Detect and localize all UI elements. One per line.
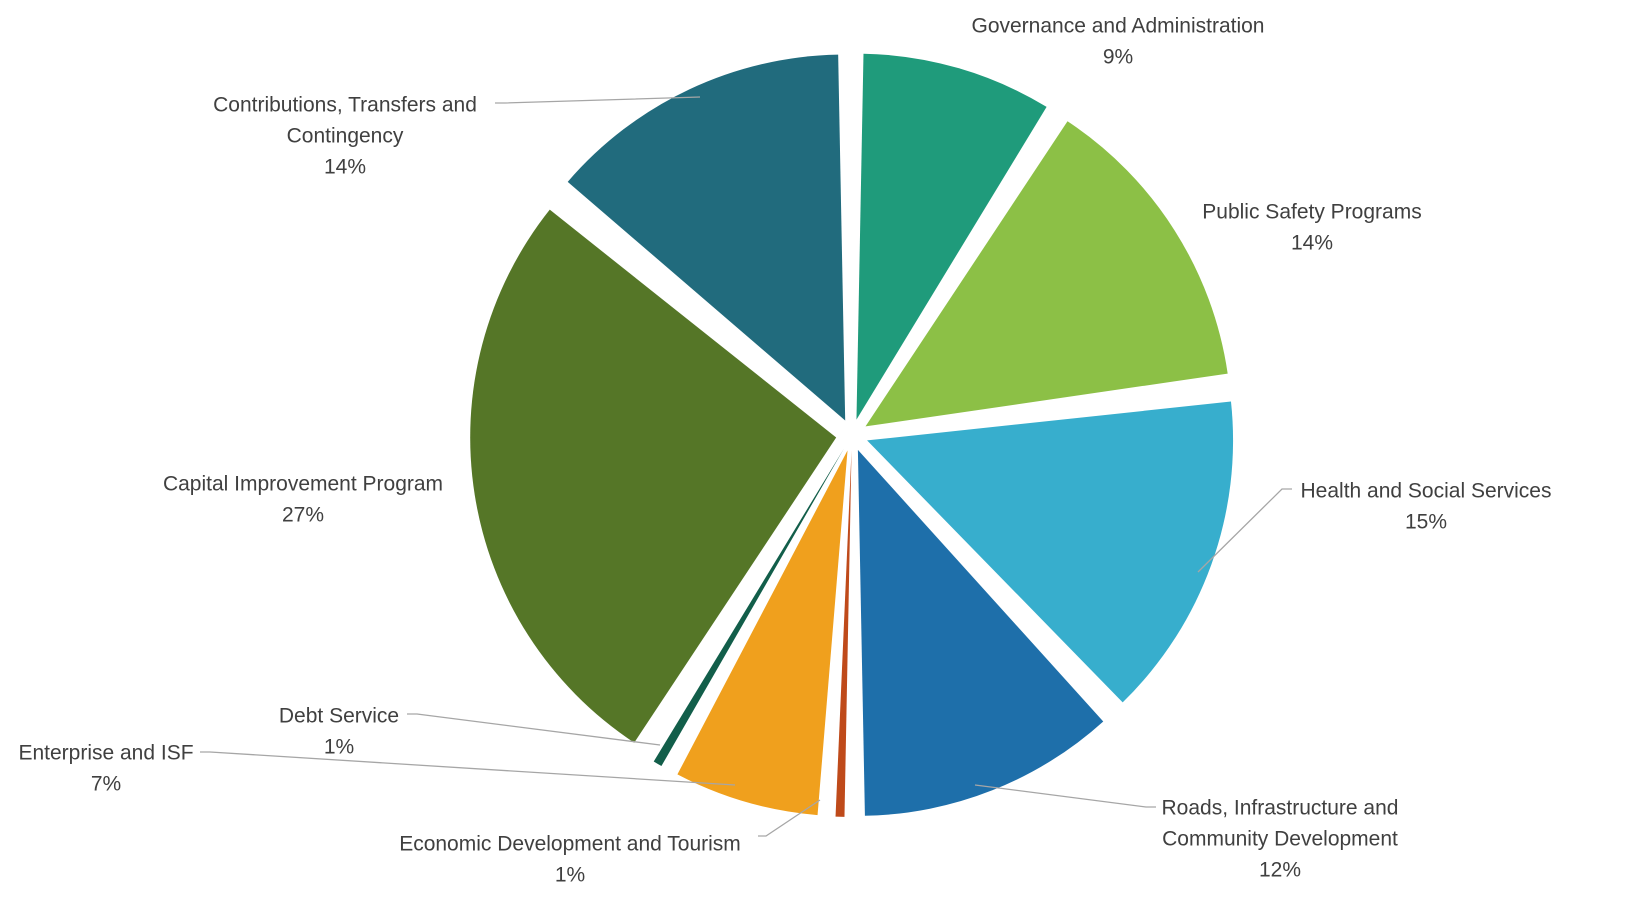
slice-name-label: Enterprise and ISF: [18, 741, 193, 764]
pie-slice-6: [677, 450, 848, 816]
leader-line-5: [758, 799, 821, 837]
leader-line-3: [1197, 488, 1292, 573]
slice-percent-label: 1%: [324, 735, 354, 758]
slice-percent-label: 7%: [91, 772, 121, 795]
leader-line-7: [407, 713, 661, 746]
pie-slice-4: [857, 449, 1104, 816]
slice-percent-label: 9%: [1103, 45, 1133, 68]
slice-name-label: Contingency: [287, 124, 404, 147]
leader-lines: [200, 96, 1292, 837]
slice-name-label: Community Development: [1162, 827, 1398, 850]
slice-name-label: Health and Social Services: [1301, 479, 1552, 502]
leader-line-9: [495, 96, 701, 104]
slice-percent-label: 1%: [555, 863, 585, 886]
pie-slice-5: [835, 450, 852, 817]
slice-name-label: Roads, Infrastructure and: [1162, 796, 1399, 819]
pie-slice-2: [865, 121, 1228, 427]
slice-percent-label: 27%: [282, 503, 324, 526]
slice-name-label: Economic Development and Tourism: [399, 832, 741, 855]
slice-percent-label: 14%: [1291, 231, 1333, 254]
pie-slice-9: [567, 54, 846, 421]
slice-name-label: Contributions, Transfers and: [213, 93, 477, 116]
slice-percent-label: 15%: [1405, 510, 1447, 533]
slice-name-label: Governance and Administration: [971, 14, 1264, 37]
slice-percent-label: 14%: [324, 155, 366, 178]
pie-slices: [470, 53, 1234, 817]
slice-name-label: Debt Service: [279, 704, 399, 727]
slice-percent-label: 12%: [1259, 858, 1301, 881]
slice-name-label: Public Safety Programs: [1202, 200, 1421, 223]
pie-slice-3: [867, 401, 1234, 703]
pie-slice-7: [653, 448, 844, 767]
leader-line-4: [974, 784, 1156, 808]
leader-line-6: [200, 751, 736, 786]
pie-slice-8: [470, 209, 837, 743]
slice-labels: Governance and Administration 9% Public Sa…: [18, 14, 1551, 886]
pie-slice-1: [856, 53, 1047, 420]
slice-name-label: Capital Improvement Program: [163, 472, 443, 495]
